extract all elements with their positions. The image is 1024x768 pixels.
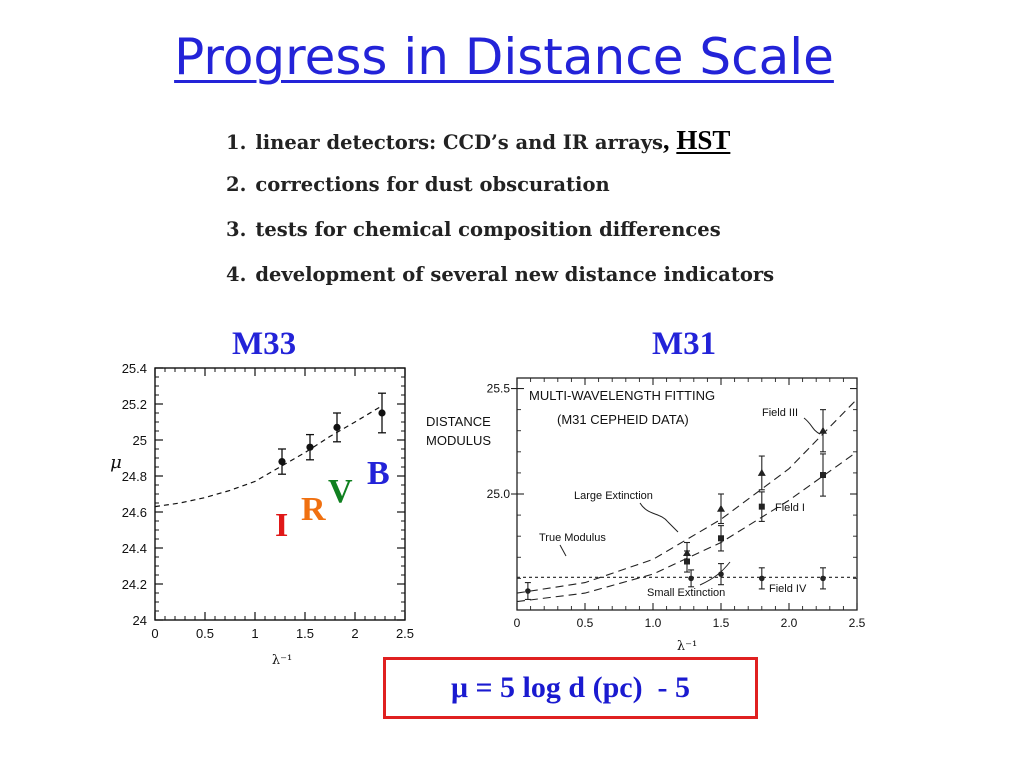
list-item: 1. linear detectors: CCD’s and IR arrays,… xyxy=(226,122,866,167)
m31-data-point-field-iv xyxy=(688,575,694,582)
m31-chart-subtitle: (M31 CEPHEID DATA) xyxy=(557,412,689,427)
m33-x-tick-label: 1.5 xyxy=(296,626,314,641)
m31-x-tick-label: 0 xyxy=(514,616,521,630)
band-r-label: R xyxy=(301,491,326,528)
m31-y-axis-label-line1: DISTANCE xyxy=(426,414,491,429)
m31-data-point-field-i xyxy=(758,503,765,510)
m31-data-point-field-iii xyxy=(819,426,827,434)
m31-x-tick-label: 2.5 xyxy=(849,616,866,630)
list-item: 3. tests for chemical composition differe… xyxy=(226,212,866,257)
m33-y-tick-label: 24.8 xyxy=(122,469,147,484)
item-number: 1. xyxy=(226,131,247,154)
m31-x-axis-label: λ⁻¹ xyxy=(677,639,697,654)
m31-data-point-field-iv xyxy=(525,588,531,594)
m33-label: M33 xyxy=(232,326,297,362)
m33-y-tick-label: 24.2 xyxy=(122,577,147,592)
band-v-label: V xyxy=(328,473,353,510)
m31-chart-title: MULTI-WAVELENGTH FITTING xyxy=(529,388,715,403)
band-b-label: B xyxy=(367,455,390,492)
m31-annotation-leader xyxy=(639,502,679,533)
points-list: 1. linear detectors: CCD’s and IR arrays,… xyxy=(226,122,866,302)
item-text: tests for chemical composition differenc… xyxy=(255,218,721,241)
m31-y-axis-label-line2: MODULUS xyxy=(426,433,491,448)
m33-x-tick-label: 0.5 xyxy=(196,626,214,641)
m31-annotation-small-extinction: Small Extinction xyxy=(647,587,725,599)
m31-x-tick-label: 0.5 xyxy=(577,616,594,630)
m31-label: M31 xyxy=(652,326,717,362)
item-number: 2. xyxy=(226,173,247,196)
m33-y-axis-label: μ xyxy=(110,452,122,473)
m31-data-point-field-i xyxy=(684,558,690,565)
item-text: linear detectors: CCD’s and IR arrays xyxy=(255,131,664,154)
m33-x-tick-label: 0 xyxy=(151,626,158,641)
hst-link[interactable]: HST xyxy=(676,125,731,155)
m31-data-point-field-iii xyxy=(757,468,766,476)
m31-y-tick-label: 25.0 xyxy=(487,487,511,501)
m33-data-point xyxy=(306,443,314,451)
item-text: development of several new distance indi… xyxy=(255,263,775,286)
m31-data-point-field-iv xyxy=(759,575,765,582)
m33-y-tick-label: 25 xyxy=(133,433,147,448)
item-number: 3. xyxy=(226,218,247,241)
m31-annotation-leader xyxy=(803,417,821,435)
m33-x-tick-label: 2 xyxy=(351,626,358,641)
m31-x-tick-label: 1.5 xyxy=(713,616,730,630)
m33-data-point xyxy=(333,423,341,431)
m31-x-tick-label: 1.0 xyxy=(645,616,662,630)
m31-model-curve-0 xyxy=(516,398,858,594)
item-comma: , xyxy=(663,126,670,155)
m33-data-point xyxy=(378,409,386,417)
m33-y-tick-label: 24 xyxy=(133,613,147,628)
m31-data-point-field-iv xyxy=(820,575,826,582)
m31-annotation-leader xyxy=(699,561,731,586)
distance-modulus-formula: μ = 5 log d (pc) - 5 xyxy=(383,657,758,719)
m31-annotation-large-extinction: Large Extinction xyxy=(574,490,653,502)
m31-annotation-true-modulus: True Modulus xyxy=(539,532,606,544)
m31-annotation-leader xyxy=(559,544,567,557)
m33-x-axis-label: λ⁻¹ xyxy=(272,653,292,668)
m31-annotation-field-i: Field I xyxy=(775,502,805,514)
m33-model-curve xyxy=(154,405,383,508)
m31-annotation-field-iii: Field III xyxy=(762,407,798,419)
m33-y-tick-label: 25.4 xyxy=(122,361,147,376)
m33-y-tick-label: 25.2 xyxy=(122,397,147,412)
m31-annotation-field-iv: Field IV xyxy=(769,583,807,595)
m33-x-tick-label: 2.5 xyxy=(396,626,414,641)
m31-y-tick-label: 25.5 xyxy=(487,382,511,396)
item-text: corrections for dust obscuration xyxy=(255,173,610,196)
band-i-label: I xyxy=(275,507,289,544)
m31-x-tick-label: 2.0 xyxy=(781,616,798,630)
slide-title: Progress in Distance Scale xyxy=(174,28,834,86)
list-item: 2. corrections for dust obscuration xyxy=(226,167,866,212)
m31-data-point-field-i xyxy=(718,535,724,542)
m31-data-point-field-iii xyxy=(717,504,725,512)
m31-model-curve-1 xyxy=(516,451,858,603)
item-number: 4. xyxy=(226,263,247,286)
list-item: 4. development of several new distance in… xyxy=(226,257,866,302)
m33-y-tick-label: 24.6 xyxy=(122,505,147,520)
m31-data-point-field-i xyxy=(820,472,826,479)
m33-x-tick-label: 1 xyxy=(251,626,258,641)
m33-y-tick-label: 24.4 xyxy=(122,541,147,556)
m33-data-point xyxy=(278,458,286,466)
